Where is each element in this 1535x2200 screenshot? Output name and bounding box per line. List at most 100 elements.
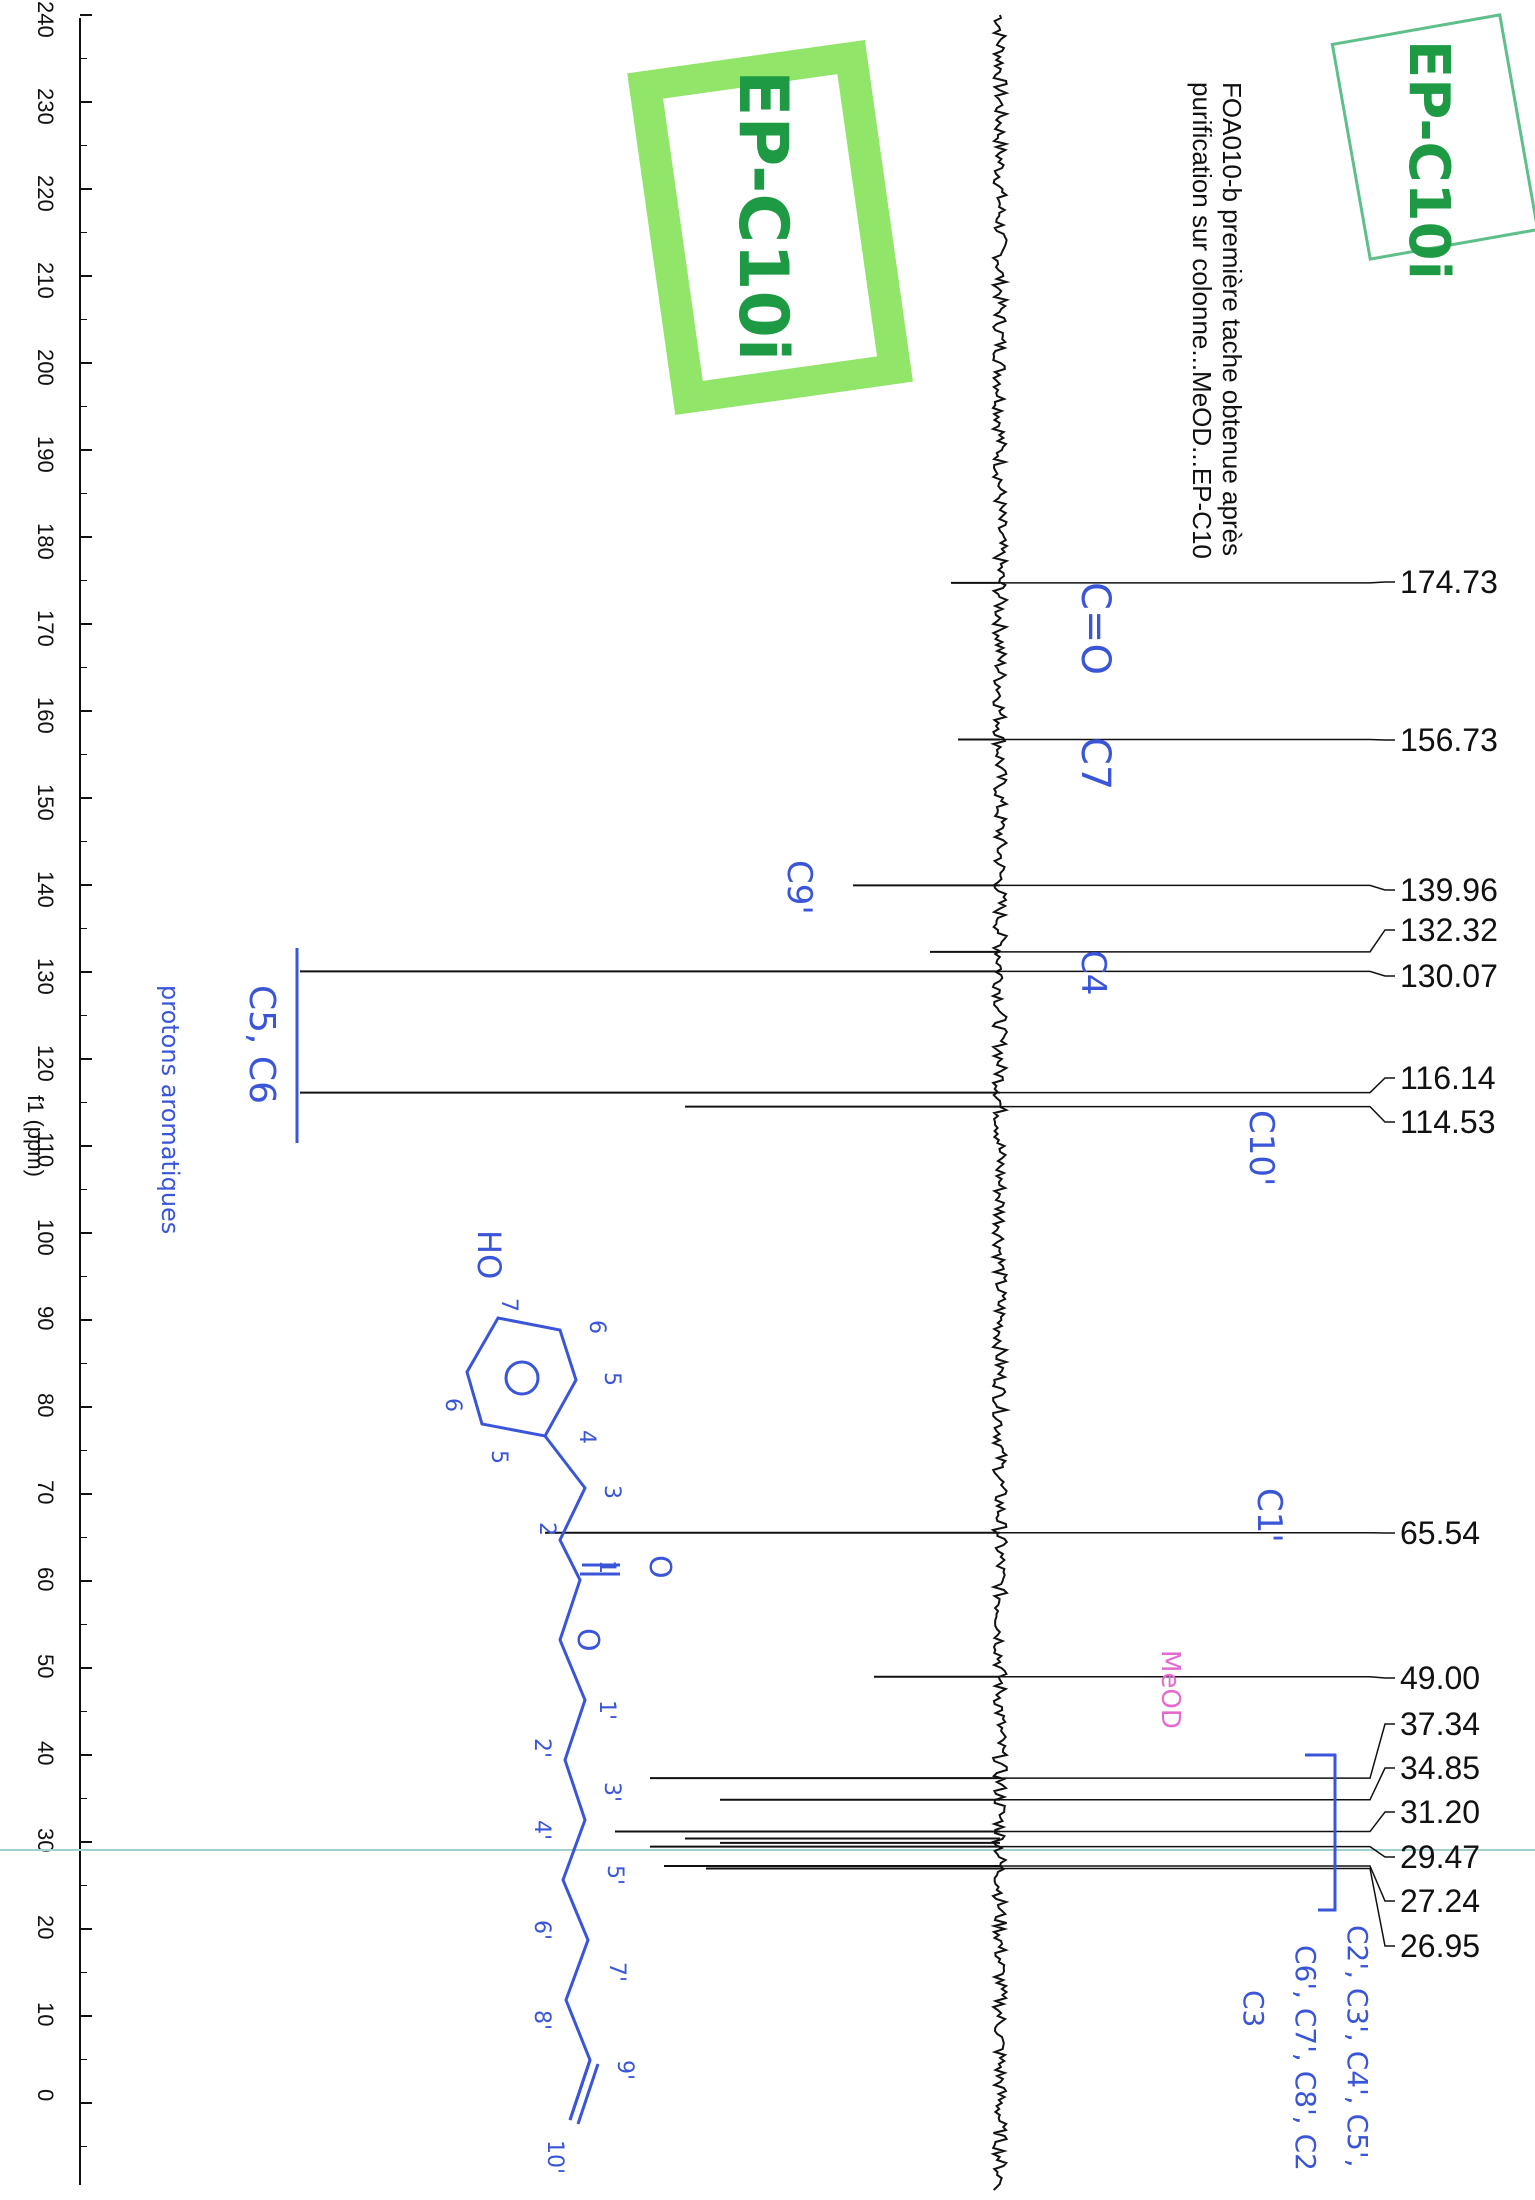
assign-aliphatic-2: C6', C7', C8', C2	[1289, 1945, 1322, 2171]
atom-4: 4	[574, 1430, 599, 1444]
assign-aliphatic-3: C3	[1237, 1990, 1270, 2027]
peak-label-leader	[1000, 1675, 1395, 1679]
assign-c9p: C9'	[779, 860, 819, 915]
stamp-label: EP-C10i	[723, 70, 802, 361]
atom-4p: 4'	[529, 1820, 554, 1840]
atom-7p: 7'	[604, 1962, 629, 1982]
x-tick-label: 100	[33, 1219, 58, 1256]
assignments: C=O C7 C9' C4 C5, C6 protons aromatiques…	[156, 582, 1374, 2171]
structure-labels: HO O O 7 6 5 6 5 4 3 2 1 1' 2' 3' 4' 5' …	[440, 1230, 677, 2174]
x-tick-label: 80	[33, 1393, 58, 1417]
peak-label: 156.73	[1400, 722, 1498, 758]
x-tick-label: 110	[33, 1132, 58, 1167]
carbonyl-o: O	[642, 1555, 677, 1579]
highlight-stamp: EP-C10i	[627, 39, 913, 416]
atom-10p: 10'	[542, 2140, 567, 2174]
x-tick-label: 50	[33, 1654, 58, 1678]
peak-label-leader	[1000, 1105, 1395, 1123]
atom-1: 1	[594, 1560, 619, 1574]
peak-label: 114.53	[1400, 1104, 1496, 1140]
peak-label: 65.54	[1400, 1515, 1480, 1551]
alkyl-chain	[543, 1435, 592, 2121]
ester-o: O	[570, 1628, 605, 1652]
peak-labels: 174.73 156.73 139.96 132.32 130.07 116.14 114.…	[1000, 564, 1498, 1964]
peak-label: 37.34	[1400, 1706, 1480, 1742]
peak-label-leader	[1000, 581, 1395, 584]
x-tick-label: 40	[33, 1741, 58, 1765]
atom-6b: 6	[440, 1398, 465, 1412]
atom-6a: 6	[584, 1320, 609, 1334]
outline-stamp-label: EP-C10i	[1396, 40, 1461, 280]
peak-label: 116.14	[1400, 1060, 1496, 1096]
aromatic-circle	[504, 1360, 540, 1396]
assign-c10p: C10'	[1241, 1110, 1281, 1186]
x-tick-label: 200	[33, 349, 58, 386]
terminal-alkene	[568, 2059, 600, 2125]
peak-label: 132.32	[1400, 912, 1498, 948]
axis-title: f1 (ppm)	[23, 1095, 48, 1177]
atom-5p: 5'	[602, 1865, 627, 1885]
title-line-1: FOA010-b première tache obtenue après	[1217, 82, 1247, 556]
assign-c7: C7	[1072, 737, 1118, 790]
hydroxyl-label: HO	[470, 1230, 508, 1279]
x-tick-label: 10	[33, 2002, 58, 2026]
peak-label-leader	[1000, 1767, 1395, 1801]
atom-3p: 3'	[599, 1782, 624, 1802]
x-tick-label: 70	[33, 1480, 58, 1504]
peak-label: 31.20	[1400, 1794, 1480, 1830]
peak-label-leader	[1000, 929, 1395, 953]
atom-9p: 9'	[612, 2060, 637, 2080]
assign-c1p: C1'	[1249, 1488, 1289, 1543]
x-tick-label: 20	[33, 1915, 58, 1939]
atom-2p: 2'	[529, 1738, 554, 1758]
peak-label: 49.00	[1400, 1660, 1480, 1696]
peak-label-leader	[1000, 1865, 1395, 1902]
peak-label-leader	[1000, 1723, 1395, 1779]
atom-7: 7	[496, 1298, 521, 1312]
assign-carbonyl: C=O	[1072, 582, 1118, 675]
atom-6p: 6'	[529, 1920, 554, 1940]
atom-1p: 1'	[594, 1700, 619, 1720]
peak-label: 34.85	[1400, 1750, 1480, 1786]
peak-label-leader	[1000, 884, 1395, 891]
x-tick-label: 160	[33, 697, 58, 734]
atom-8p: 8'	[529, 2010, 554, 2030]
x-tick-label: 120	[33, 1045, 58, 1082]
x-tick-label: 0	[33, 2089, 58, 2101]
x-tick-label: 30	[33, 1828, 58, 1852]
assign-c4: C4	[1073, 950, 1113, 995]
peak-label-leader	[1000, 738, 1395, 741]
peak-label-leader	[1000, 970, 1395, 977]
x-tick-label: 140	[33, 871, 58, 908]
atom-5b: 5	[486, 1450, 511, 1464]
peak-label: 174.73	[1400, 564, 1498, 600]
peak-label: 139.96	[1400, 872, 1498, 908]
assign-aromatic: protons aromatiques	[156, 985, 184, 1234]
x-tick-label: 90	[33, 1306, 58, 1330]
structure-sketch	[465, 1316, 620, 2125]
peak-label: 26.95	[1400, 1928, 1480, 1964]
x-tick-label: 230	[33, 88, 58, 125]
assign-solvent: MeOD	[1155, 1650, 1185, 1729]
spectrum-baseline	[990, 14, 1011, 2191]
x-tick-label: 220	[33, 175, 58, 212]
x-tick-label: 150	[33, 784, 58, 821]
x-tick-label: 60	[33, 1567, 58, 1591]
baseline-noise	[990, 14, 1011, 2191]
carbonyl-bond	[580, 1563, 620, 1576]
spectrum-peaks	[300, 581, 1000, 1870]
assign-aliphatic-1: C2', C3', C4', C5',	[1341, 1925, 1374, 2168]
peak-label-leader	[1000, 1811, 1395, 1833]
assign-c5c6: C5, C6	[241, 985, 282, 1104]
peak-label: 29.47	[1400, 1839, 1480, 1875]
peak-label-leader	[1000, 1845, 1395, 1858]
ppm-axis: 2402302202102001901801701601501401301201…	[33, 1, 92, 2185]
title-line-2: purification sur colonne...MeOD...EP-C10	[1187, 82, 1217, 559]
atom-2: 2	[534, 1522, 559, 1536]
x-tick-label: 240	[33, 1, 58, 38]
x-tick-label: 170	[33, 610, 58, 647]
bracket-aliphatic	[1305, 1753, 1337, 1912]
peak-label: 130.07	[1400, 958, 1498, 994]
peak-label-leader	[1000, 1867, 1395, 1947]
